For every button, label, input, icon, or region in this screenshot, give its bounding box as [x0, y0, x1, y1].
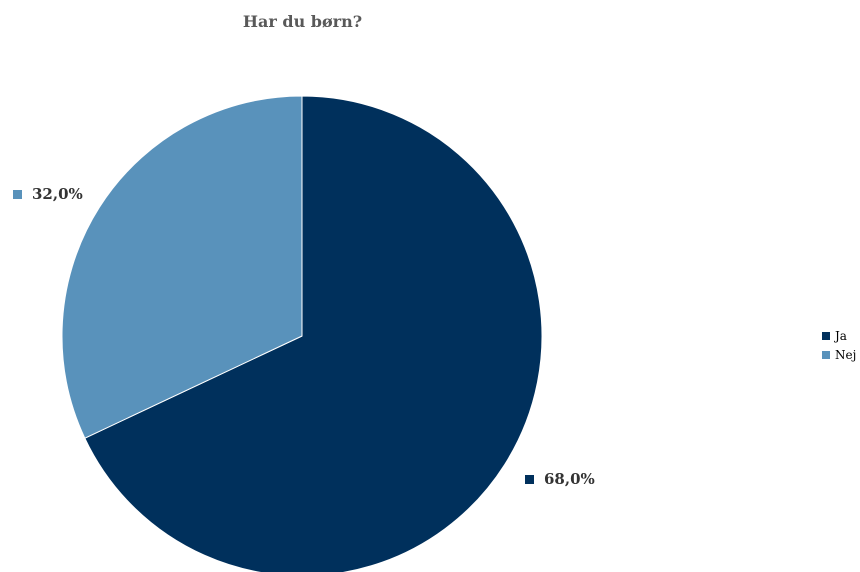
data-label-nej: 32,0% — [13, 185, 83, 203]
legend-item-nej: Nej — [822, 345, 856, 364]
pie-slice-ja — [84, 95, 543, 572]
legend-label-nej: Nej — [835, 347, 857, 362]
data-label-text-nej: 32,0% — [32, 185, 83, 203]
chart-title: Har du børn? — [242, 12, 363, 31]
data-label-ja: 68,0% — [525, 470, 595, 488]
legend-label-ja: Ja — [835, 328, 847, 343]
legend-item-ja: Ja — [822, 326, 856, 345]
legend-swatch-nej — [822, 350, 830, 359]
legend-swatch-ja — [822, 331, 830, 340]
pie-slice-nej — [61, 95, 303, 439]
data-label-text-ja: 68,0% — [544, 470, 595, 488]
data-label-swatch-nej — [13, 189, 22, 199]
data-label-swatch-ja — [525, 474, 534, 484]
legend: Ja Nej — [822, 326, 856, 364]
